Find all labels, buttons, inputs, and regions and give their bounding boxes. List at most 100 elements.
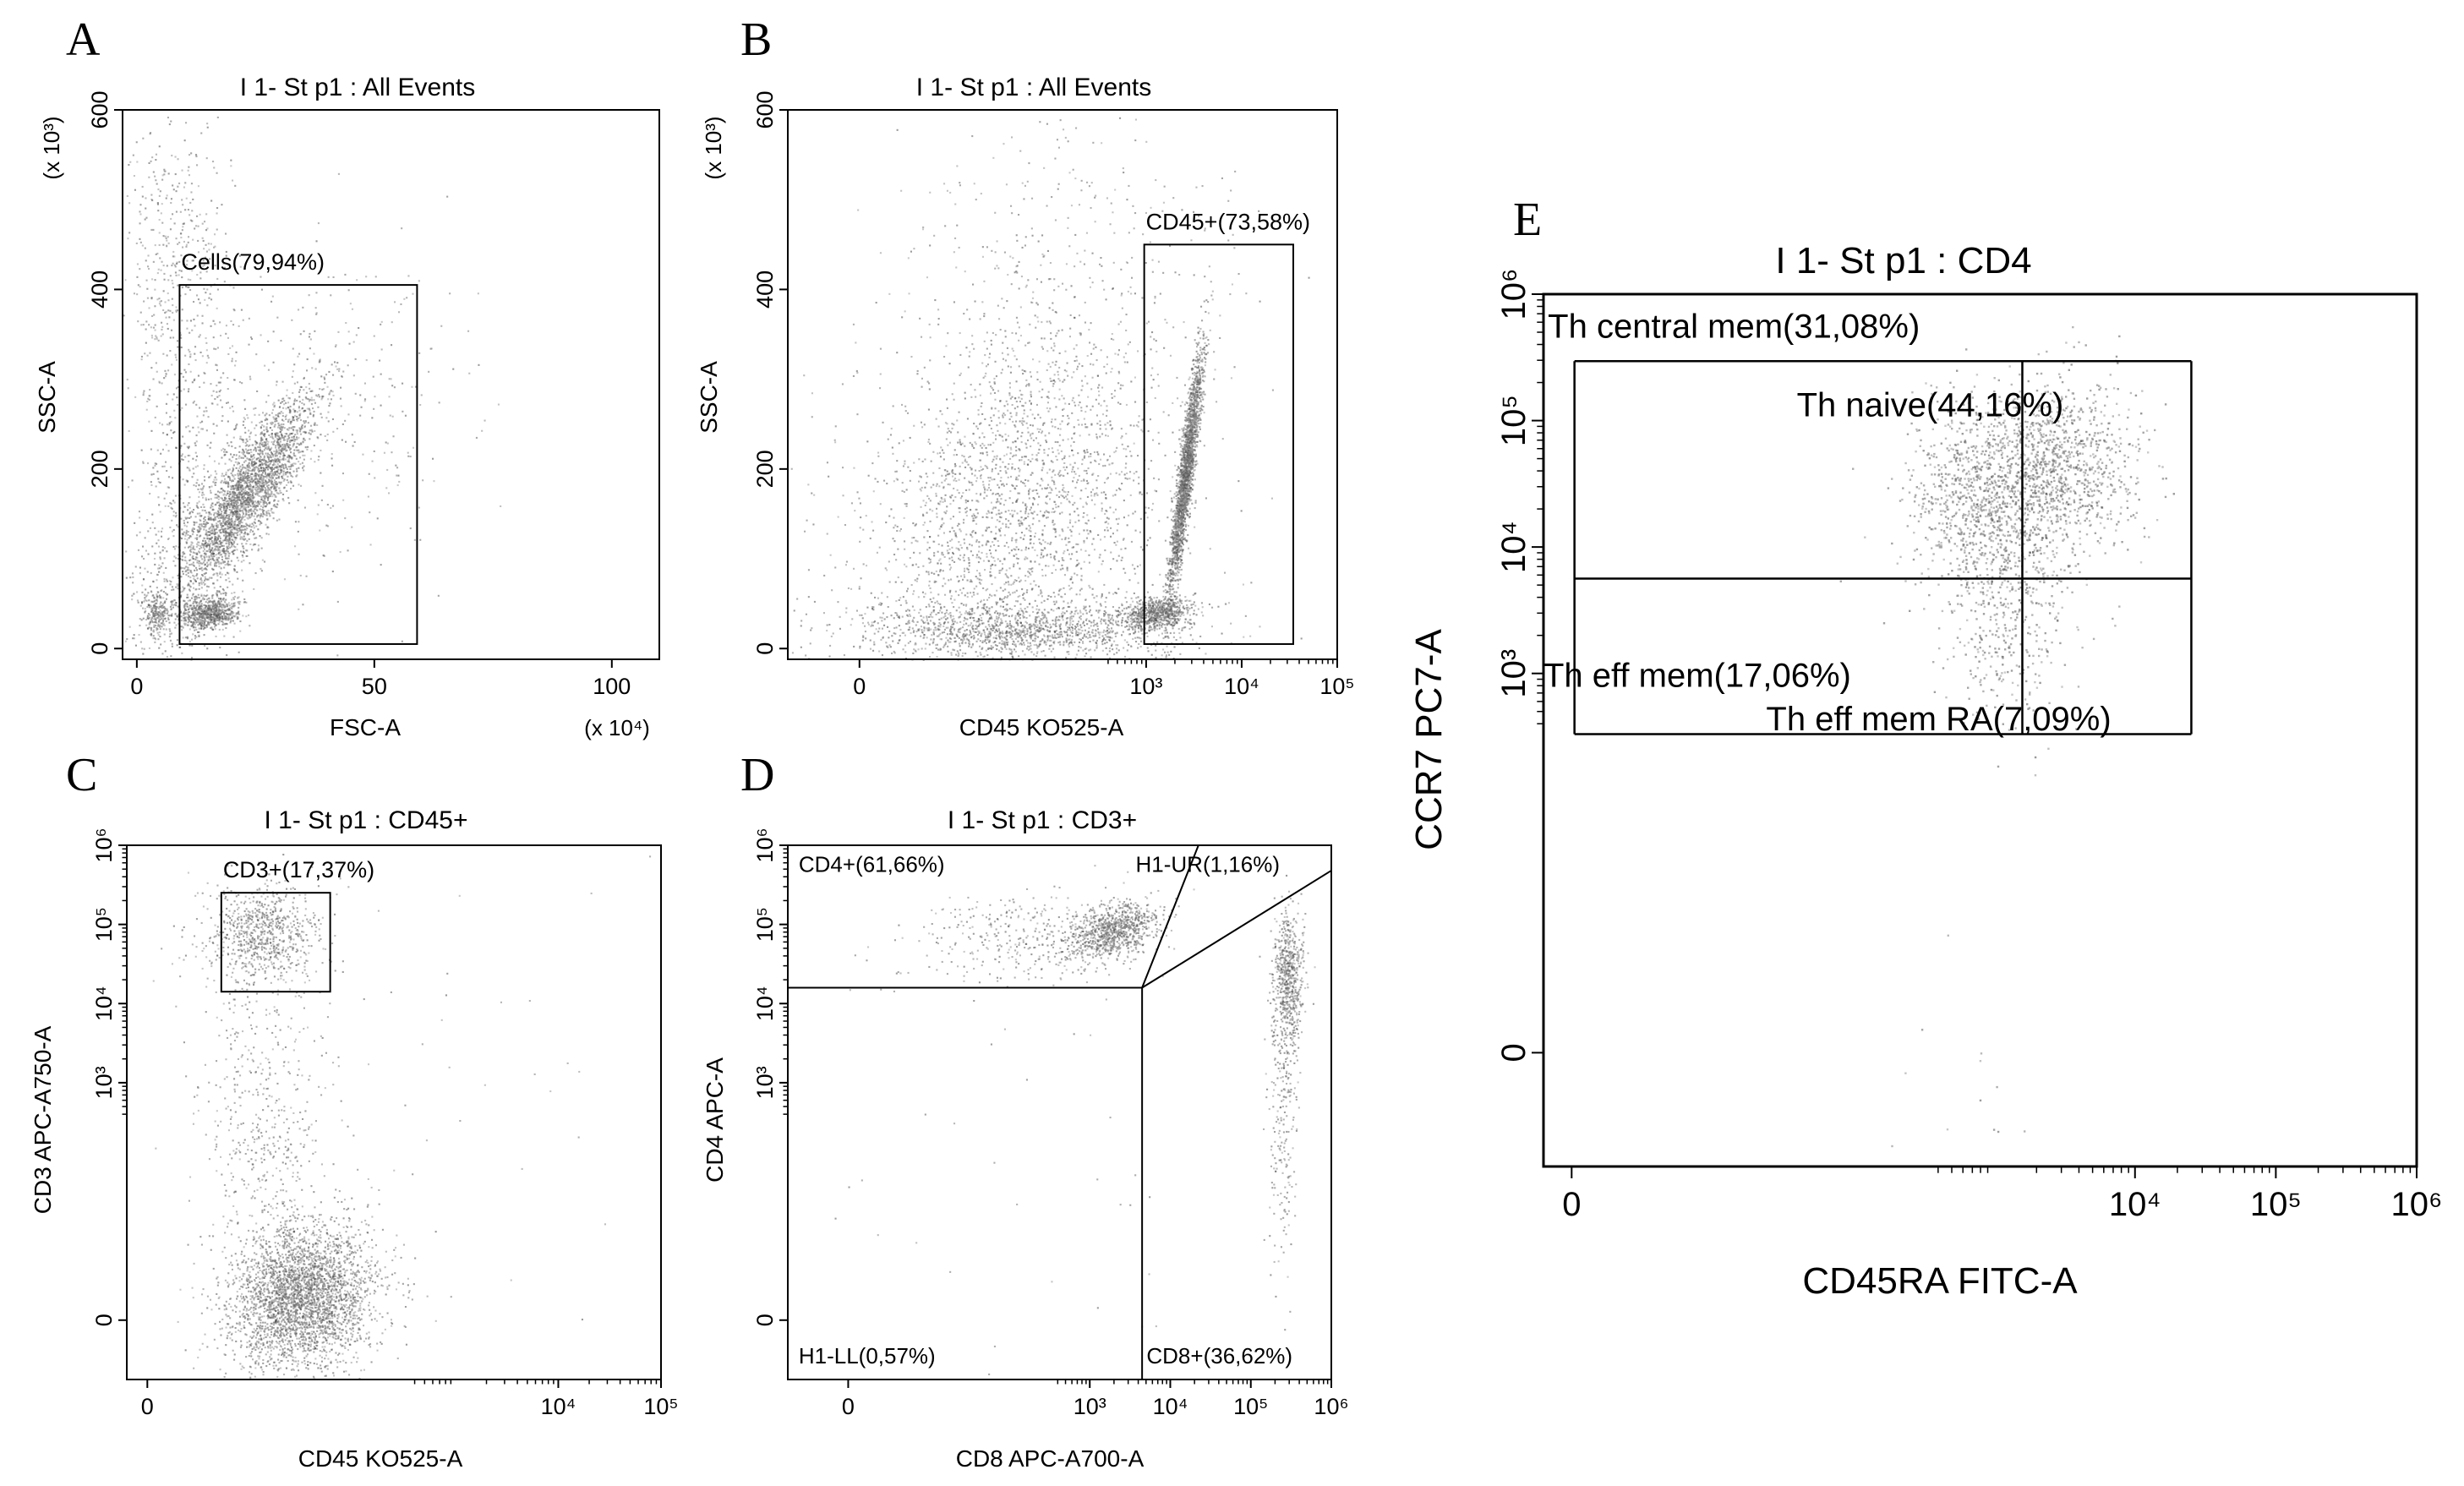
panel-d-x-tick-label-4: 10⁶ bbox=[1314, 1394, 1348, 1419]
panel-c-y-tick-label-4: 10⁶ bbox=[91, 828, 117, 862]
panel-b-y-tick-label-0: 0 bbox=[752, 642, 778, 655]
panel-c-population-3 bbox=[152, 855, 652, 1367]
panel-d-gate-label-0: CD4+(61,66%) bbox=[799, 852, 945, 877]
panel-e-gate: Th central mem(31,08%) Th naive(44,16%) Th… bbox=[1543, 309, 2193, 738]
panel-e-gate-label-2: Th eff mem RA(7,09%) bbox=[1766, 701, 2111, 738]
panel-d-gate-line-2 bbox=[1141, 844, 1199, 988]
panel-a-x-axis-label: FSC-A bbox=[330, 714, 401, 740]
panel-a-population-4 bbox=[123, 116, 243, 533]
panel-e-x-tick-label-1: 10⁴ bbox=[2109, 1186, 2161, 1223]
panel-d-axis-ticks: 0 10³ 10⁴ 10⁵ 10⁶ 0 10³ 10⁴ 10⁵ 10⁶ bbox=[752, 828, 1349, 1419]
panel-b-x-axis-label: CD45 KO525-A bbox=[959, 714, 1124, 740]
panel-b-dots bbox=[790, 117, 1310, 661]
panel-e-x-axis-label: CD45RA FITC-A bbox=[1802, 1260, 2078, 1302]
panel-c: C I 1- St p1 : CD45+ CD3 APC-A750-A CD45… bbox=[30, 749, 679, 1472]
panel-c-plot-frame bbox=[126, 844, 662, 1380]
panel-b-y-axis-label: SSC-A bbox=[696, 361, 722, 434]
panel-a-y-tick-label-0: 0 bbox=[87, 642, 112, 655]
panel-d-y-tick-label-1: 10³ bbox=[752, 1066, 778, 1099]
panel-e-gate-label-1: Th naive(44,16%) bbox=[1797, 386, 2064, 423]
panel-a-x-tick-label-2: 100 bbox=[593, 674, 631, 699]
panel-c-axis-ticks: 0 10⁴ 10⁵ 0 10³ 10⁴ 10⁵ 10⁶ bbox=[91, 828, 679, 1419]
panel-c-gate-label-0: CD3+(17,37%) bbox=[223, 857, 374, 882]
panel-c-y-tick-label-0: 0 bbox=[91, 1314, 117, 1326]
panel-a-population-1 bbox=[165, 587, 255, 640]
panel-c-x-tick-label-0: 0 bbox=[141, 1394, 154, 1419]
panel-b-population-2 bbox=[790, 119, 1273, 661]
panel-d-x-tick-label-0: 0 bbox=[842, 1394, 855, 1419]
panel-d-population-1 bbox=[849, 865, 1195, 1003]
panel-c-gate-rect-0 bbox=[220, 892, 331, 993]
panel-e-dots bbox=[1839, 325, 2175, 1148]
panel-a-plot-frame bbox=[122, 109, 660, 660]
panel-a-x-tick-label-0: 0 bbox=[130, 674, 143, 699]
panel-a-dots bbox=[123, 116, 502, 661]
panel-e-y-tick-label-1: 10³ bbox=[1495, 649, 1532, 698]
panel-b-axis-ticks: 0 10³ 10⁴ 10⁵ 0 200 400 600 bbox=[752, 90, 1355, 699]
panel-e-population-2 bbox=[1920, 503, 2117, 777]
panel-d-population-4 bbox=[834, 990, 1157, 1375]
panel-e-population-3 bbox=[1891, 934, 2026, 1148]
panel-b-x-tick-label-2: 10⁴ bbox=[1224, 674, 1259, 699]
panel-a-x-multiplier: (x 10⁴) bbox=[584, 715, 650, 740]
panel-d-population-3 bbox=[1263, 947, 1302, 1331]
panel-e-axis-ticks: 0 10⁴ 10⁵ 10⁶ 0 10³ 10⁴ 10⁵ 10⁶ bbox=[1495, 269, 2442, 1223]
panel-e-y-tick-label-3: 10⁵ bbox=[1495, 395, 1532, 446]
panel-d-gate-label-3: CD8+(36,62%) bbox=[1146, 1343, 1292, 1369]
panel-c-x-axis-label: CD45 KO525-A bbox=[298, 1445, 463, 1472]
panel-b-population-4 bbox=[852, 117, 1310, 502]
panel-a-population-3 bbox=[124, 157, 299, 661]
panel-d: D I 1- St p1 : CD3+ CD4 APC-A CD8 APC-A7… bbox=[702, 749, 1349, 1472]
panel-c-population-2 bbox=[155, 865, 349, 1358]
panel-c-y-axis-label: CD3 APC-A750-A bbox=[30, 1025, 56, 1214]
panel-c-population-0 bbox=[177, 1168, 452, 1381]
panel-c-y-tick-label-2: 10⁴ bbox=[91, 986, 117, 1021]
panel-d-gate-line-3 bbox=[1141, 870, 1332, 989]
panel-a-title: I 1- St p1 : All Events bbox=[240, 74, 475, 101]
panel-d-y-tick-label-2: 10⁴ bbox=[752, 986, 778, 1021]
panel-e-x-tick-label-0: 0 bbox=[1562, 1186, 1581, 1223]
panel-e-population-1 bbox=[1911, 325, 2175, 637]
panel-b-title: I 1- St p1 : All Events bbox=[916, 74, 1151, 101]
panel-d-x-tick-label-3: 10⁵ bbox=[1233, 1394, 1268, 1419]
panel-d-x-axis-label: CD8 APC-A700-A bbox=[956, 1445, 1145, 1472]
panel-a-population-2 bbox=[139, 587, 173, 643]
panel-b: B I 1- St p1 : All Events (x 10³) SSC-A … bbox=[696, 14, 1355, 740]
panel-b-letter: B bbox=[740, 14, 772, 66]
panel-e-y-tick-label-4: 10⁶ bbox=[1495, 269, 1532, 320]
panel-e-x-tick-label-2: 10⁵ bbox=[2250, 1186, 2302, 1223]
panel-e-gate-label-3: Th eff mem(17,06%) bbox=[1543, 657, 1851, 694]
panel-e: E I 1- St p1 : CD4 CCR7 PC7-A CD45RA FIT… bbox=[1408, 194, 2442, 1302]
panel-a-y-tick-label-3: 600 bbox=[87, 90, 112, 128]
panel-d-x-tick-label-1: 10³ bbox=[1074, 1394, 1106, 1419]
panel-d-y-axis-label: CD4 APC-A bbox=[702, 1057, 728, 1183]
panel-b-y-tick-label-1: 200 bbox=[752, 450, 778, 488]
panel-c-x-tick-label-1: 10⁴ bbox=[541, 1394, 576, 1419]
panel-a-gate-label-0: Cells(79,94%) bbox=[181, 249, 325, 275]
panel-a-population-0 bbox=[139, 303, 352, 658]
panel-d-plot-frame bbox=[787, 844, 1332, 1380]
panel-b-x-tick-label-0: 0 bbox=[853, 674, 866, 699]
panel-c-gate: CD3+(17,37%) bbox=[220, 857, 374, 993]
panel-a-population-5 bbox=[142, 172, 502, 657]
panel-e-gate-label-0: Th central mem(31,08%) bbox=[1548, 309, 1920, 346]
panel-e-title: I 1- St p1 : CD4 bbox=[1775, 240, 2031, 281]
panel-d-title: I 1- St p1 : CD3+ bbox=[948, 806, 1137, 834]
panel-c-population-1 bbox=[161, 854, 350, 1015]
panel-b-y-tick-label-3: 600 bbox=[752, 90, 778, 128]
panel-d-y-tick-label-4: 10⁶ bbox=[752, 828, 778, 862]
panel-d-dots bbox=[834, 865, 1316, 1375]
panel-c-dots bbox=[152, 854, 652, 1381]
panel-b-gate: CD45+(73,58%) bbox=[1143, 209, 1310, 645]
panel-a-axis-ticks: 0 50 100 0 200 400 600 bbox=[87, 90, 631, 699]
panel-c-x-tick-label-2: 10⁵ bbox=[643, 1394, 678, 1419]
panel-a-y-axis-label: SSC-A bbox=[34, 361, 60, 434]
panel-d-gate-label-2: H1-LL(0,57%) bbox=[799, 1343, 936, 1369]
panel-c-letter: C bbox=[66, 749, 97, 801]
panel-b-population-0 bbox=[1158, 276, 1214, 660]
panel-e-y-tick-label-2: 10⁴ bbox=[1495, 521, 1532, 573]
panel-a-gate: Cells(79,94%) bbox=[178, 249, 418, 645]
panel-d-gate: CD4+(61,66%) H1-UR(1,16%) H1-LL(0,57%) CD8+… bbox=[788, 844, 1332, 1379]
panel-a-letter: A bbox=[66, 14, 101, 66]
